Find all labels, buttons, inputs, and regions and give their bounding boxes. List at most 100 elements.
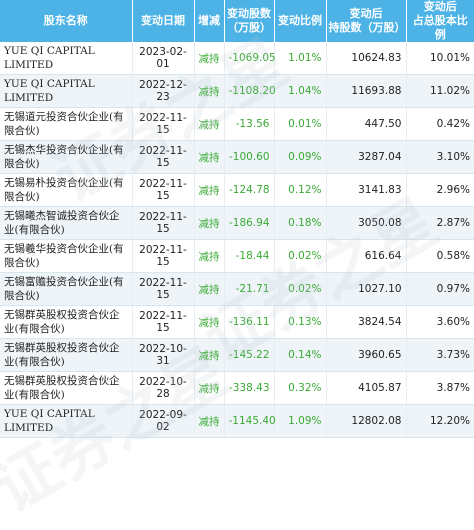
- change-ratio: 0.12%: [274, 173, 327, 207]
- shareholder-name: 无锡富赡投资合伙企业(有限合伙): [0, 272, 133, 306]
- change-date: 2022-11-15: [132, 305, 195, 339]
- change-ratio: 0.18%: [274, 206, 327, 240]
- table-row: 无锡富赡投资合伙企业(有限合伙) 2022-11-15 减持 -21.71 0.02% 1…: [0, 272, 474, 306]
- change-shares: -13.56: [224, 107, 275, 141]
- change-direction: 减持: [194, 206, 225, 240]
- table-header: 股东名称 变动日期 增减 变动股数 （万股） 变动比例 变动后 持股数（万股） 变动后 占总股本比…: [0, 0, 474, 42]
- shareholder-change-table: 股东名称 变动日期 增减 变动股数 （万股） 变动比例 变动后 持股数（万股） 变动后 占总股本比…: [0, 0, 474, 438]
- holding-pct-after: 3.10%: [406, 140, 474, 174]
- change-direction: 减持: [194, 239, 225, 273]
- change-direction: 减持: [194, 404, 225, 438]
- shareholder-name: 无锡杰华投资合伙企业(有限合伙): [0, 140, 133, 174]
- table-row: 无锡易朴投资合伙企业(有限合伙) 2022-11-15 减持 -124.78 0.12%…: [0, 173, 474, 207]
- change-ratio: 0.01%: [274, 107, 327, 141]
- change-direction: 减持: [194, 272, 225, 306]
- change-shares: -100.60: [224, 140, 275, 174]
- change-date: 2022-10-28: [132, 371, 195, 405]
- holding-after: 616.64: [326, 239, 407, 273]
- column-header: 变动后 持股数（万股）: [326, 0, 407, 42]
- holding-pct-after: 3.87%: [406, 371, 474, 405]
- column-header: 增减: [194, 0, 225, 42]
- table-row: 无锡曦杰智诚投资合伙企业(有限合伙) 2022-11-15 减持 -186.94 0.1…: [0, 206, 474, 240]
- shareholder-name: 无锡群英股权投资合伙企业(有限合伙): [0, 371, 133, 405]
- holding-after: 3960.65: [326, 338, 407, 372]
- table-row: YUE QI CAPITAL LIMITED 2023-02-01 减持 -1069.…: [0, 42, 474, 75]
- table-row: 无锡杰华投资合伙企业(有限合伙) 2022-11-15 减持 -100.60 0.09%…: [0, 140, 474, 174]
- holding-after: 447.50: [326, 107, 407, 141]
- change-date: 2022-11-15: [132, 272, 195, 306]
- column-header: 变动后 占总股本比例: [406, 0, 474, 42]
- shareholder-name: YUE QI CAPITAL LIMITED: [0, 42, 133, 75]
- holding-after: 1027.10: [326, 272, 407, 306]
- table-body: YUE QI CAPITAL LIMITED 2023-02-01 减持 -1069.…: [0, 42, 474, 438]
- holding-pct-after: 0.42%: [406, 107, 474, 141]
- holding-pct-after: 0.58%: [406, 239, 474, 273]
- change-direction: 减持: [194, 305, 225, 339]
- shareholder-name: 无锡道元投资合伙企业(有限合伙): [0, 107, 133, 141]
- change-shares: -1069.05: [224, 42, 276, 75]
- holding-after: 11693.88: [326, 74, 407, 108]
- column-header: 变动比例: [274, 0, 327, 42]
- change-date: 2022-11-15: [132, 173, 195, 207]
- holding-pct-after: 3.60%: [406, 305, 474, 339]
- change-shares: -1108.20: [224, 74, 276, 108]
- table-row: 无锡群英股权投资合伙企业(有限合伙) 2022-11-15 减持 -136.11 0.1…: [0, 305, 474, 339]
- shareholder-name: YUE QI CAPITAL LIMITED: [0, 74, 133, 108]
- table-row: 无锡群英股权投资合伙企业(有限合伙) 2022-10-28 减持 -338.43 0.3…: [0, 371, 474, 405]
- change-shares: -136.11: [224, 305, 275, 339]
- change-shares: -18.44: [224, 239, 275, 273]
- change-shares: -186.94: [224, 206, 275, 240]
- change-direction: 减持: [194, 338, 225, 372]
- change-date: 2022-11-15: [132, 140, 195, 174]
- change-direction: 减持: [194, 42, 225, 75]
- holding-pct-after: 2.87%: [406, 206, 474, 240]
- change-direction: 减持: [194, 74, 225, 108]
- shareholder-name: 无锡曦杰智诚投资合伙企业(有限合伙): [0, 206, 133, 240]
- change-ratio: 1.09%: [274, 404, 327, 438]
- shareholder-name: 无锡羲华投资合伙企业(有限合伙): [0, 239, 133, 273]
- change-direction: 减持: [194, 173, 225, 207]
- change-date: 2022-11-15: [132, 206, 195, 240]
- holding-after: 3141.83: [326, 173, 407, 207]
- change-shares: -124.78: [224, 173, 275, 207]
- table-row: 无锡道元投资合伙企业(有限合伙) 2022-11-15 减持 -13.56 0.01% 4…: [0, 107, 474, 141]
- change-ratio: 0.02%: [274, 239, 327, 273]
- column-header: 股东名称: [0, 0, 133, 42]
- change-ratio: 0.32%: [274, 371, 327, 405]
- change-shares: -145.22: [224, 338, 275, 372]
- change-shares: -338.43: [224, 371, 275, 405]
- holding-pct-after: 12.20%: [406, 404, 474, 438]
- shareholder-name: 无锡易朴投资合伙企业(有限合伙): [0, 173, 133, 207]
- change-date: 2023-02-01: [132, 42, 195, 75]
- table-row: 无锡羲华投资合伙企业(有限合伙) 2022-11-15 减持 -18.44 0.02% 6…: [0, 239, 474, 273]
- change-ratio: 0.14%: [274, 338, 327, 372]
- holding-after: 3050.08: [326, 206, 407, 240]
- change-date: 2022-12-23: [132, 74, 195, 108]
- column-header: 变动股数 （万股）: [224, 0, 275, 42]
- holding-after: 4105.87: [326, 371, 407, 405]
- holding-after: 12802.08: [326, 404, 407, 438]
- holding-pct-after: 10.01%: [406, 42, 474, 75]
- holding-pct-after: 3.73%: [406, 338, 474, 372]
- change-date: 2022-11-15: [132, 107, 195, 141]
- holding-after: 3287.04: [326, 140, 407, 174]
- change-ratio: 0.02%: [274, 272, 327, 306]
- change-date: 2022-10-31: [132, 338, 195, 372]
- holding-pct-after: 11.02%: [406, 74, 474, 108]
- holding-pct-after: 2.96%: [406, 173, 474, 207]
- change-ratio: 1.04%: [274, 74, 327, 108]
- change-direction: 减持: [194, 140, 225, 174]
- change-direction: 减持: [194, 371, 225, 405]
- holding-pct-after: 0.97%: [406, 272, 474, 306]
- change-shares: -21.71: [224, 272, 275, 306]
- column-header: 变动日期: [132, 0, 195, 42]
- change-direction: 减持: [194, 107, 225, 141]
- shareholder-name: YUE QI CAPITAL LIMITED: [0, 404, 133, 438]
- holding-after: 3824.54: [326, 305, 407, 339]
- shareholder-name: 无锡群英股权投资合伙企业(有限合伙): [0, 305, 133, 339]
- table-row: 无锡群英股权投资合伙企业(有限合伙) 2022-10-31 减持 -145.22 0.1…: [0, 338, 474, 372]
- change-shares: -1145.40: [224, 404, 276, 438]
- change-date: 2022-11-15: [132, 239, 195, 273]
- table-row: YUE QI CAPITAL LIMITED 2022-09-02 减持 -1145.…: [0, 404, 474, 438]
